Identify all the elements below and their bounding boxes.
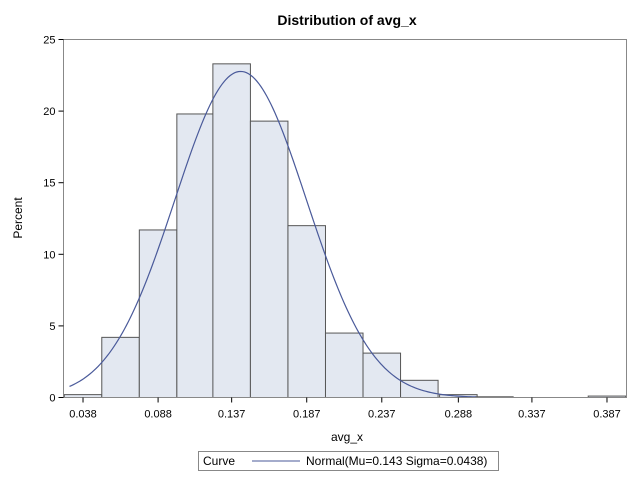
x-axis-label: avg_x: [331, 430, 363, 444]
x-tick-label-6: 0.337: [518, 409, 546, 421]
y-tick-label-5: 25: [43, 35, 55, 47]
x-tick-label-4: 0.237: [368, 409, 396, 421]
histogram-bar-1: [101, 336, 140, 398]
x-tick-label-7: 0.387: [593, 409, 621, 421]
y-tick-label-2: 10: [43, 249, 55, 261]
histogram-bar-5: [249, 120, 289, 399]
x-axis: 0.038 0.088 0.137 0.187 0.237 0.288 0.337 0.387: [69, 397, 621, 421]
histogram-bar-6: [287, 225, 326, 398]
legend-header: Curve: [203, 454, 235, 468]
x-tick-label-3: 0.187: [293, 409, 321, 421]
y-axis: 0 5 10 15 20 25: [43, 35, 64, 405]
histogram-bar-8: [362, 352, 402, 398]
normal-curve-line: [69, 70, 477, 398]
legend: Curve Normal(Mu=0.143 Sigma=0.0438): [198, 451, 499, 471]
y-tick-label-0: 0: [49, 393, 55, 405]
y-axis-label: Percent: [11, 197, 25, 239]
plot-frame: [63, 39, 627, 398]
y-tick-label-1: 5: [49, 321, 55, 333]
histogram-bar-3: [176, 113, 215, 399]
normal-curve-layer: [69, 70, 477, 398]
y-tick-label-4: 20: [43, 106, 55, 118]
histogram-bar-2: [138, 229, 178, 398]
y-tick-label-3: 15: [43, 178, 55, 190]
histogram-bar-7: [324, 332, 364, 398]
chart-title: Distribution of avg_x: [277, 12, 416, 28]
x-tick-label-1: 0.088: [144, 409, 172, 421]
x-tick-label-5: 0.288: [445, 409, 473, 421]
histogram-bar-4: [212, 63, 251, 399]
histogram-bars: [63, 63, 627, 399]
x-tick-label-2: 0.137: [218, 409, 246, 421]
x-tick-label-0: 0.038: [69, 409, 97, 421]
legend-box: [198, 451, 499, 471]
legend-entry-normal: Normal(Mu=0.143 Sigma=0.0438): [306, 454, 487, 468]
